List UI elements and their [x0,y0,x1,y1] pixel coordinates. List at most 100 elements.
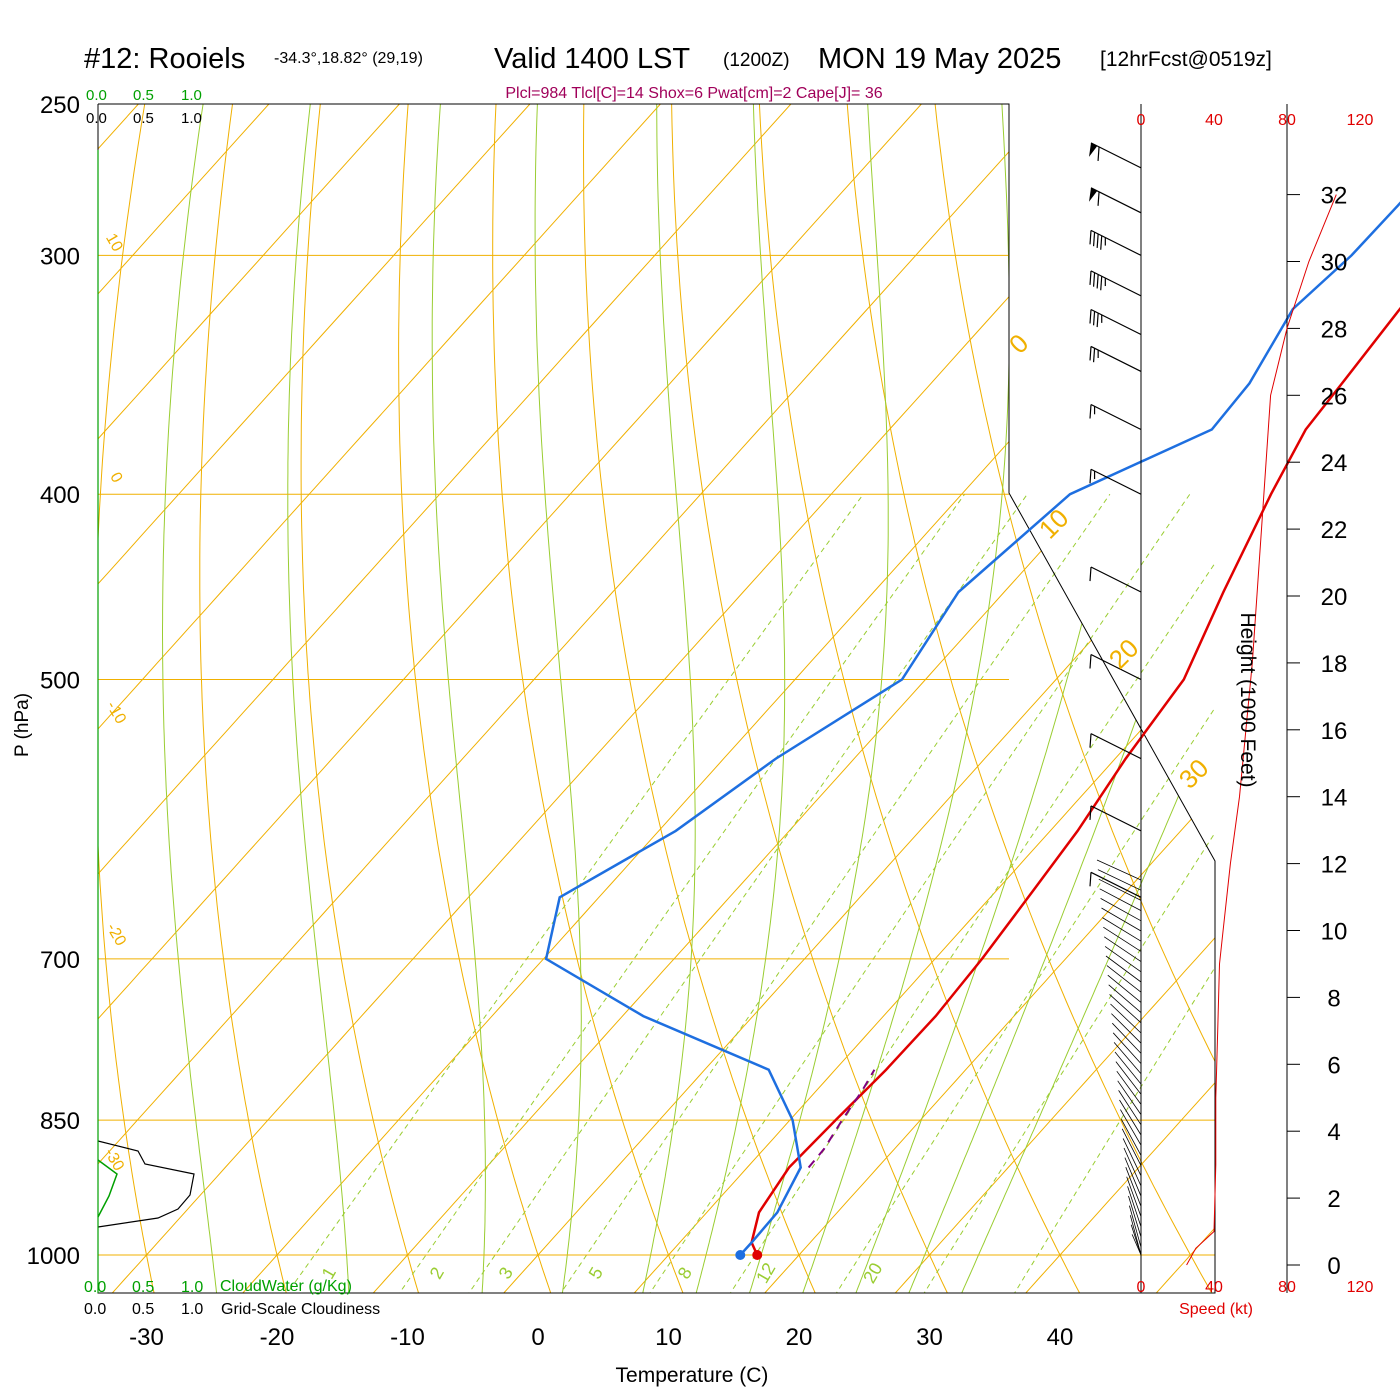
low-level-wind-line [1114,1051,1142,1085]
low-level-wind-line [1130,1224,1142,1256]
low-level-wind-line [1113,1042,1142,1075]
cloud-scale-black-bottom-2: 1.0 [181,1301,203,1318]
wind-barb [1089,142,1142,169]
wind-barb-flag [1089,469,1092,484]
isotherm-line [98,104,692,1293]
dry-adiabat-line [757,104,1094,1293]
pressure-tick-label: 400 [40,482,80,509]
mixing-ratio-line [286,493,864,1293]
height-tick-label: 6 [1327,1052,1340,1079]
wind-barb-staff [1090,468,1142,495]
height-tick-label: 0 [1327,1253,1340,1280]
wind-barb-flag [1089,805,1092,820]
low-level-wind-line [1109,994,1142,1024]
temperature-tick-label: -10 [390,1324,425,1351]
cloud-scale-black-bottom-0: 0.0 [84,1301,106,1318]
height-tick-label: 10 [1321,919,1348,946]
low-level-wind-line [1124,1157,1142,1197]
wind-barb [1089,653,1142,681]
isotherm-line [98,104,953,1293]
mixing-ratio-label: 2 [426,1264,448,1283]
wind-barb [1089,270,1142,297]
wind-barb-staff [1090,270,1142,297]
low-level-wind-line [1101,907,1142,932]
wind-barb-flag [1089,270,1092,285]
wind-barb-staff [1090,345,1142,372]
wind-barb-flag [1097,191,1100,206]
low-level-wind-line [1122,1138,1142,1176]
dry-adiabat-label: 10 [1033,503,1075,545]
cloud-scale-green-1: 0.5 [133,87,154,104]
moist-adiabat-line [949,104,1215,1293]
wind-barb-flag [1089,733,1092,748]
low-level-wind-line [1097,869,1142,891]
isotherm-line [219,104,1215,1293]
wind-speed-profile [1186,194,1337,1266]
cloud-scale-green-0: 0.0 [86,87,107,104]
mixing-ratio-label: 8 [674,1264,696,1283]
low-level-wind-line [1129,1205,1142,1248]
low-level-wind-line [1117,1080,1142,1115]
cloud-water-label: CloudWater (g/Kg) [220,1278,352,1295]
cloud-scale-green-bottom-1: 0.5 [132,1279,154,1296]
mixing-ratio-line [398,493,966,1293]
cloud-scale-green-bottom-0: 0.0 [84,1279,106,1296]
pressure-tick-label: 500 [40,668,80,695]
wind-barb-flag [1089,230,1092,245]
forecast-tag: [12hrFcst@0519z] [1100,48,1272,71]
wind-barb [1089,403,1142,431]
low-level-wind-line [1103,926,1142,952]
plot-frame [97,103,1216,1294]
cloud-scale-black-bottom-1: 0.5 [132,1301,154,1318]
temperature-line [750,306,1400,1256]
x-axis-title: Temperature (C) [616,1364,769,1387]
low-level-wind-line [1125,1167,1142,1207]
wind-barb [1089,566,1142,593]
speed-tick-bottom: 80 [1278,1279,1296,1296]
isotherm-line [98,104,822,1293]
wind-barb [1089,805,1142,832]
temperature-tick-label: 40 [1047,1324,1074,1351]
height-tick-label: 18 [1321,651,1348,678]
wind-barb-flag [1089,654,1092,669]
wind-barb-flag [1097,146,1100,161]
low-level-wind-line [1100,898,1142,922]
speed-tick-bottom: 0 [1137,1279,1146,1296]
moist-adiabat-line [741,104,889,1293]
height-axis-title: Height (1000 Feet) [1236,612,1259,787]
low-level-wind-line [1123,1147,1142,1187]
isotherm-line [741,104,1215,1293]
mixing-ratio-clip-group [286,493,1215,1293]
wind-barb-flag [1092,272,1096,287]
cloud-water-profile [97,1159,118,1218]
mixing-ratio-label: 5 [585,1264,607,1283]
low-level-wind-line [1111,1013,1142,1044]
low-level-wind-line [1120,1119,1142,1156]
dry-adiabat-label: 20 [1103,633,1145,675]
background-grid [98,103,1215,1293]
height-tick-label: 2 [1327,1186,1340,1213]
mixing-ratio-line [649,493,1191,1293]
cloudiness-profile [97,1140,195,1228]
low-level-wind-line [1112,1032,1142,1064]
low-level-wind-line [1127,1186,1142,1227]
cloud-scale-black-2: 1.0 [181,110,202,127]
mixing-ratio-label: 3 [495,1264,517,1283]
station-title: #12: Rooiels [84,43,245,75]
wind-barb-flag [1096,274,1099,289]
wind-barb-flag [1089,566,1092,582]
height-tick-label: 4 [1327,1119,1340,1146]
speed-tick-bottom: 40 [1205,1279,1223,1296]
isotherm-line [610,104,1215,1293]
mixing-ratio-label: 20 [859,1259,886,1286]
moist-adiabat-line [534,104,582,1293]
cloud-scale-green-bottom-2: 1.0 [181,1279,203,1296]
temperature-tick-label: 0 [531,1324,544,1351]
isotherm-line [98,104,1083,1293]
wind-barb-flag [1089,872,1092,887]
y-axis-title: P (hPa) [12,693,33,757]
low-level-wind-line [1131,1234,1142,1256]
low-level-wind-line [1120,1109,1142,1146]
dry-adiabat-label: 10 [102,231,126,255]
